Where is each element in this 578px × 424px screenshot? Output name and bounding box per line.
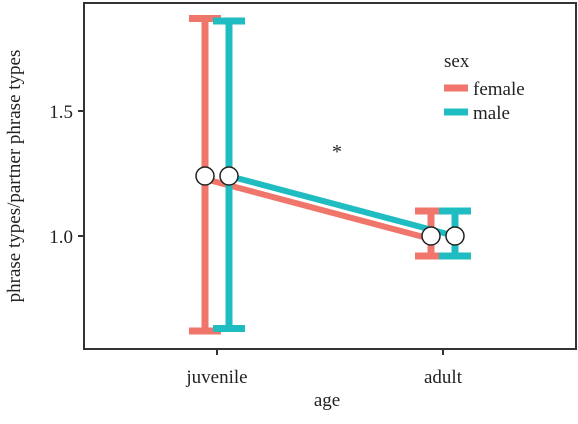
x-axis-title: age — [314, 390, 340, 411]
significance-asterisk: * — [332, 141, 342, 163]
data-point-female — [195, 166, 215, 186]
data-point-male — [219, 166, 239, 186]
legend-label-male: male — [473, 103, 510, 124]
x-tick-label: juvenile — [185, 367, 247, 388]
y-tick-label: 1.0 — [49, 227, 73, 248]
y-tick-label: 1.5 — [49, 102, 73, 123]
plot-panel-border — [83, 2, 577, 350]
series-line-male — [228, 173, 456, 239]
x-axis: juvenile adult — [185, 349, 463, 388]
chart-marks — [189, 15, 471, 335]
legend-title: sex — [444, 51, 470, 72]
legend-label-female: female — [473, 79, 525, 100]
data-point-female — [421, 226, 441, 246]
legend: sex female male — [444, 51, 525, 124]
y-axis: 1.0 1.5 — [49, 102, 84, 248]
y-axis-title: phrase types/partner phrase types — [4, 50, 25, 303]
series-line-female — [204, 176, 432, 242]
x-tick-label: adult — [424, 367, 463, 388]
data-point-male — [445, 226, 465, 246]
